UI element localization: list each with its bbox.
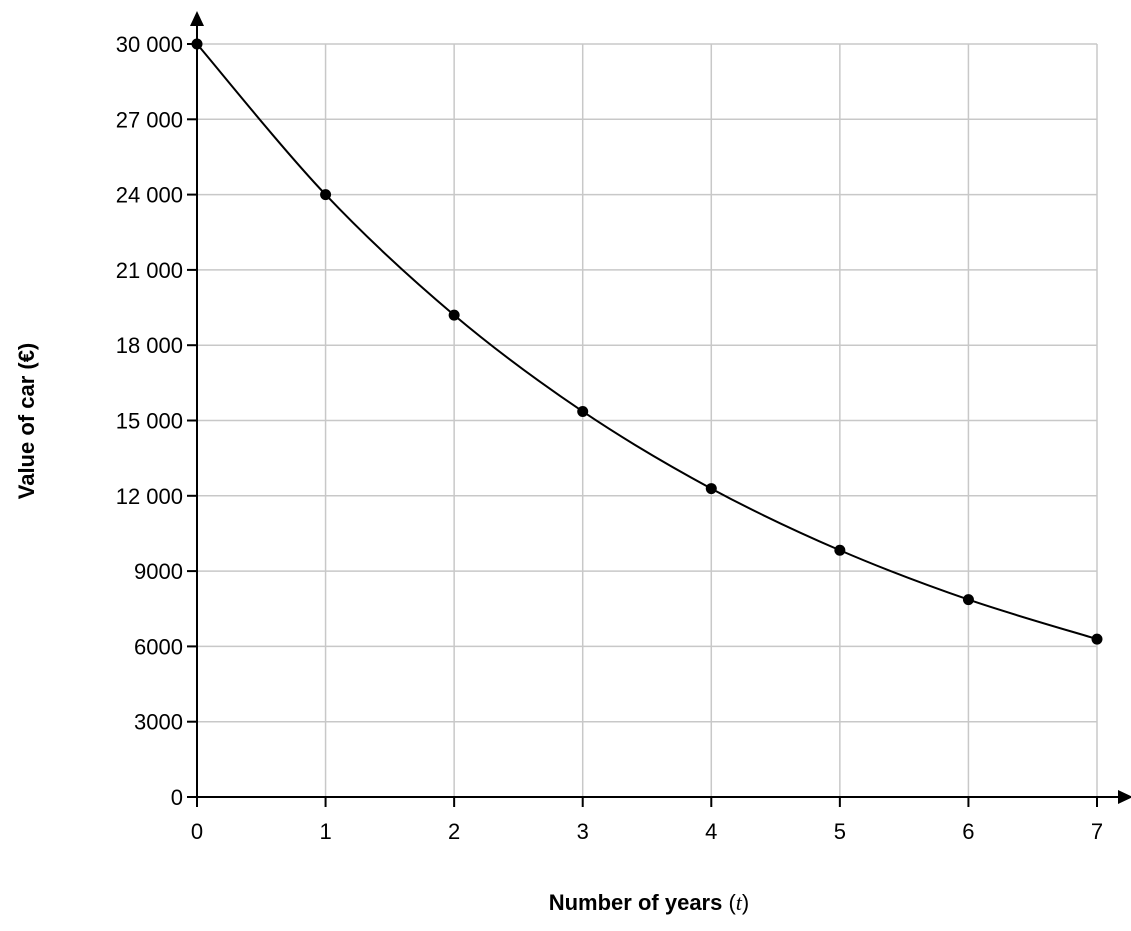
x-axis-title-paren-close: ) xyxy=(742,890,749,915)
data-point xyxy=(705,483,717,495)
data-point xyxy=(962,594,974,606)
x-tick-label: 6 xyxy=(962,819,974,844)
x-tick-label: 4 xyxy=(705,819,717,844)
x-axis-title-text: Number of years xyxy=(549,890,729,915)
y-tick-label: 6000 xyxy=(134,634,183,659)
data-point xyxy=(1091,633,1103,645)
y-tick-labels: 0 3000 6000 9000 12 000 15 000 18 000 21 000 24 … xyxy=(116,32,183,810)
x-tick-label: 7 xyxy=(1091,819,1103,844)
data-point xyxy=(320,189,332,201)
x-tick-label: 1 xyxy=(319,819,331,844)
x-tick-labels: 0 1 2 3 4 5 6 7 xyxy=(191,819,1103,844)
y-tick-label: 24 000 xyxy=(116,183,183,208)
tick-marks xyxy=(187,43,1098,807)
x-axis-title-variable: t xyxy=(736,890,743,915)
grid xyxy=(197,43,1098,797)
x-axis-arrowhead xyxy=(1118,790,1131,804)
data-point xyxy=(834,544,846,556)
data-point xyxy=(191,38,203,50)
x-axis-title-paren-open: ( xyxy=(728,890,736,915)
data-point xyxy=(448,309,460,321)
data-point xyxy=(577,405,589,417)
y-tick-label: 9000 xyxy=(134,559,183,584)
series-layer xyxy=(191,38,1103,645)
y-tick-label: 21 000 xyxy=(116,258,183,283)
y-tick-label: 18 000 xyxy=(116,333,183,358)
x-tick-label: 0 xyxy=(191,819,203,844)
y-tick-label: 0 xyxy=(171,785,183,810)
y-tick-label: 15 000 xyxy=(116,409,183,434)
y-tick-label: 27 000 xyxy=(116,107,183,132)
axes xyxy=(190,11,1131,804)
x-tick-label: 2 xyxy=(448,819,460,844)
y-axis-title: Value of car (€) xyxy=(14,343,39,500)
y-tick-label: 3000 xyxy=(134,710,183,735)
y-tick-label: 12 000 xyxy=(116,484,183,509)
y-tick-label: 30 000 xyxy=(116,32,183,57)
x-tick-label: 5 xyxy=(834,819,846,844)
series-curve xyxy=(196,43,1098,641)
x-axis-title: Number of years (t) xyxy=(549,890,750,915)
x-tick-label: 3 xyxy=(577,819,589,844)
y-axis-arrowhead xyxy=(190,11,204,26)
